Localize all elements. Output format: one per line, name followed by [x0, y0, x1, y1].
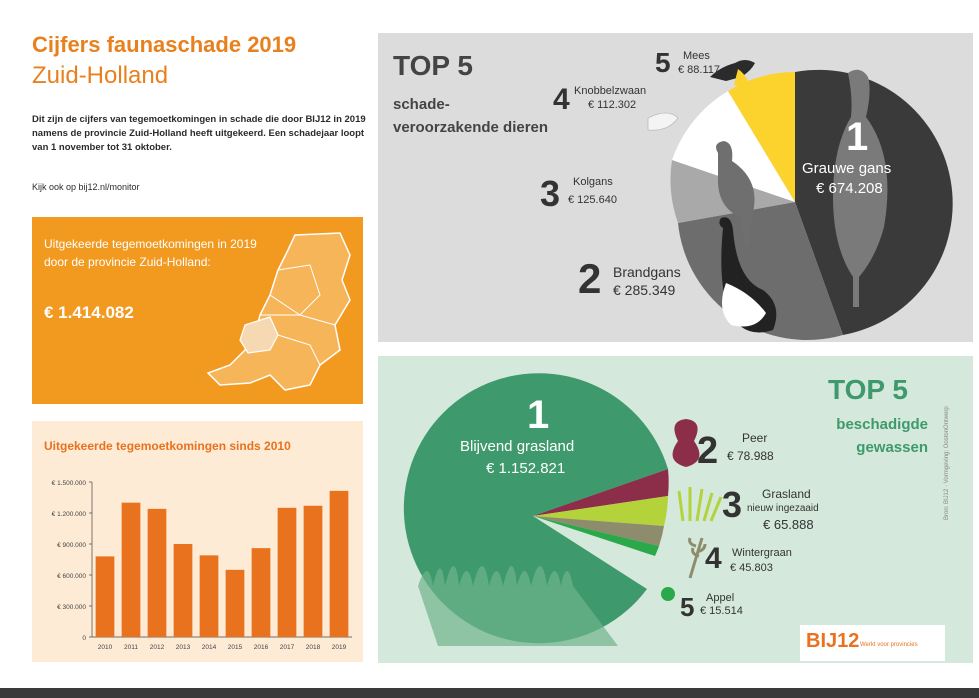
animal-name-4: Knobbelzwaan	[574, 85, 647, 97]
crop-rank-4: 4	[705, 542, 722, 575]
appel-icon	[661, 587, 675, 601]
bar-2014	[199, 555, 219, 637]
pie-slice-peer	[533, 469, 669, 516]
animal-rank-2: 2	[578, 255, 602, 302]
pie-slice-knobbelzwaan	[672, 91, 795, 202]
crop-amount-1: € 1.152.821	[486, 460, 566, 477]
crop-rank-5: 5	[680, 592, 695, 622]
pie-slice-mees	[728, 72, 795, 202]
bij12-logo: BIJ12	[806, 630, 860, 652]
mees-icon	[710, 60, 755, 81]
animal-name-3: Kolgans	[573, 176, 613, 188]
pie-slice-grasland-nieuw	[533, 496, 668, 526]
animal-amount-4: € 112.302	[588, 99, 637, 111]
pie-slice-appel	[533, 516, 659, 556]
animal-rank-1: 1	[846, 115, 869, 159]
grass-icon	[418, 566, 618, 646]
netherlands-map	[206, 232, 351, 391]
crop-name-1: Blijvend grasland	[460, 438, 575, 455]
brandgans-belly-icon	[722, 283, 766, 327]
animals-subtitle: schade-veroorzakende dieren	[393, 96, 549, 136]
bottom-bar	[0, 688, 979, 698]
bar-chart: 0 € 300.000 € 600.000 € 900.000 € 1.200.000 €…	[52, 480, 352, 651]
knobbelzwaan-icon	[647, 112, 679, 131]
logo-area	[800, 625, 945, 661]
crop-rank-3: 3	[722, 484, 743, 525]
mees-belly-icon	[734, 69, 748, 86]
crop-name-3b: nieuw ingezaaid	[747, 503, 819, 514]
kolgans-icon	[716, 141, 755, 246]
y-tick-label: € 1.200.000	[52, 511, 87, 518]
bar-2012	[147, 508, 167, 637]
province-total-amount: € 1.414.082	[44, 303, 134, 322]
crop-rank-1: 1	[527, 393, 550, 437]
bar-2017	[277, 507, 297, 637]
x-tick-label: 2019	[332, 644, 347, 651]
crop-name-2: Peer	[742, 431, 768, 445]
x-tick-label: 2014	[202, 644, 217, 651]
animal-rank-5: 5	[655, 47, 671, 78]
animal-rank-3: 3	[540, 173, 561, 214]
x-tick-label: 2011	[124, 644, 138, 651]
grasland-icon	[677, 487, 723, 522]
x-tick-label: 2018	[306, 644, 321, 651]
intro-text: Dit zijn de cijfers van tegemoetkomingen…	[32, 114, 366, 153]
animals-pie	[647, 60, 953, 340]
x-tick-label: 2012	[150, 644, 165, 651]
crop-amount-5: € 15.514	[700, 605, 743, 617]
page-title: Cijfers faunaschade 2019	[32, 32, 297, 57]
province-total-label: Uitgekeerde tegemoetkomingen in 2019 doo…	[44, 237, 257, 269]
animal-name-2: Brandgans	[613, 264, 681, 280]
animal-amount-5: € 88.117	[678, 64, 721, 76]
bar-2010	[95, 556, 115, 637]
crop-name-5: Appel	[706, 592, 735, 604]
y-tick-label: € 900.000	[57, 542, 86, 549]
monitor-link[interactable]: Kijk ook op bij12.nl/monitor	[32, 182, 140, 192]
x-tick-label: 2015	[228, 644, 243, 651]
crop-rank-2: 2	[697, 430, 719, 472]
crops-subtitle: beschadigde gewassen	[836, 416, 928, 456]
crops-pie	[403, 373, 723, 646]
animal-amount-2: € 285.349	[613, 282, 676, 298]
animal-rank-4: 4	[553, 83, 570, 116]
animal-amount-3: € 125.640	[568, 194, 617, 206]
y-tick-label: 0	[82, 635, 86, 642]
crop-amount-2: € 78.988	[727, 449, 774, 463]
y-tick-label: € 300.000	[57, 604, 86, 611]
crop-amount-4: € 45.803	[730, 562, 773, 574]
peer-icon	[672, 419, 700, 467]
page-subtitle: Zuid-Holland	[32, 62, 169, 89]
animals-top5-heading: TOP 5	[393, 50, 473, 81]
credits-text: Bron: BIJ12 · Vormgeving: OostonOntwerp	[944, 406, 950, 520]
grauwe-gans-icon	[833, 69, 888, 307]
x-tick-label: 2017	[280, 644, 295, 651]
bar-2013	[173, 544, 193, 637]
bar-2018	[303, 505, 323, 637]
bar-2016	[251, 548, 271, 637]
pie-slice-brandgans	[678, 202, 843, 340]
bar-2011	[121, 502, 141, 637]
crop-name-4: Wintergraan	[732, 547, 792, 559]
crop-name-3: Grasland	[762, 487, 811, 501]
x-tick-label: 2016	[254, 644, 269, 651]
crops-top5-heading: TOP 5	[828, 374, 908, 405]
animal-amount-1: € 674.208	[816, 180, 883, 197]
pie-slice-wintergraan	[533, 516, 664, 546]
animal-name-5: Mees	[683, 50, 710, 62]
bar-chart-title: Uitgekeerde tegemoetkomingen sinds 2010	[44, 439, 291, 453]
y-tick-label: € 600.000	[57, 573, 86, 580]
bar-2015	[225, 569, 245, 637]
wintergraan-icon	[688, 537, 707, 579]
bar-2019	[329, 490, 349, 637]
y-tick-label: € 1.500.000	[52, 480, 87, 487]
x-tick-label: 2013	[176, 644, 191, 651]
animal-name-1: Grauwe gans	[802, 160, 892, 177]
crop-amount-3: € 65.888	[763, 517, 814, 532]
x-tick-label: 2010	[98, 644, 113, 651]
logo-tagline: Werkt voor provincies	[860, 642, 918, 648]
